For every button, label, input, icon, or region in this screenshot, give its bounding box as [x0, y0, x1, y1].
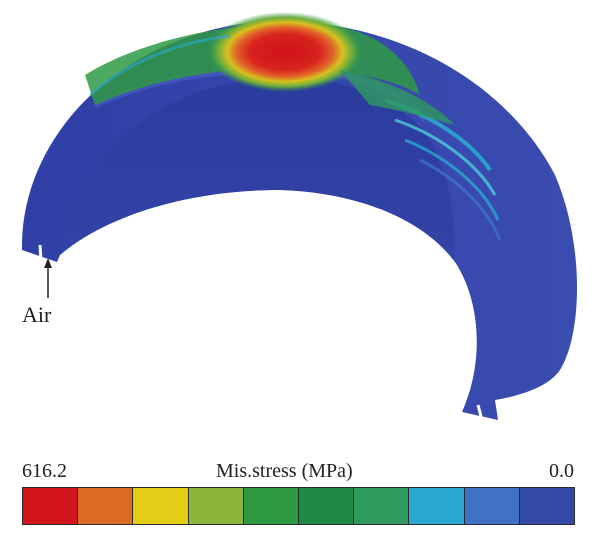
- air-label: Air: [22, 302, 52, 327]
- legend-swatch-5: [243, 488, 300, 524]
- legend-swatch-4: [188, 488, 244, 524]
- legend-swatch-3: [133, 488, 189, 524]
- stress-band-green-right: [340, 70, 455, 125]
- legend-swatch-10: [519, 488, 575, 524]
- legend-swatch-8: [409, 488, 465, 524]
- legend-swatch-7: [354, 488, 410, 524]
- stress-ring-left: [89, 34, 231, 97]
- legend-min-label: 0.0: [549, 460, 574, 482]
- air-arrow-head: [44, 258, 52, 268]
- legend-title: Mis.stress (MPa): [216, 460, 353, 482]
- legend-swatch-9: [464, 488, 520, 524]
- legend-swatch-1: [23, 488, 79, 524]
- stress-ring-2: [394, 118, 497, 196]
- tire-inner-wall: [60, 77, 455, 262]
- color-legend-bar: [22, 487, 575, 525]
- legend-max-label: 616.2: [22, 460, 67, 482]
- legend-swatch-6: [299, 488, 355, 524]
- stress-hotspot: [207, 12, 363, 92]
- legend-swatch-2: [78, 488, 134, 524]
- bead-slit-right: [476, 404, 484, 421]
- bead-slit-left: [38, 244, 43, 263]
- stress-ring-4: [419, 158, 502, 241]
- tire-stress-contour: [22, 12, 578, 421]
- stress-ring-3: [404, 138, 500, 221]
